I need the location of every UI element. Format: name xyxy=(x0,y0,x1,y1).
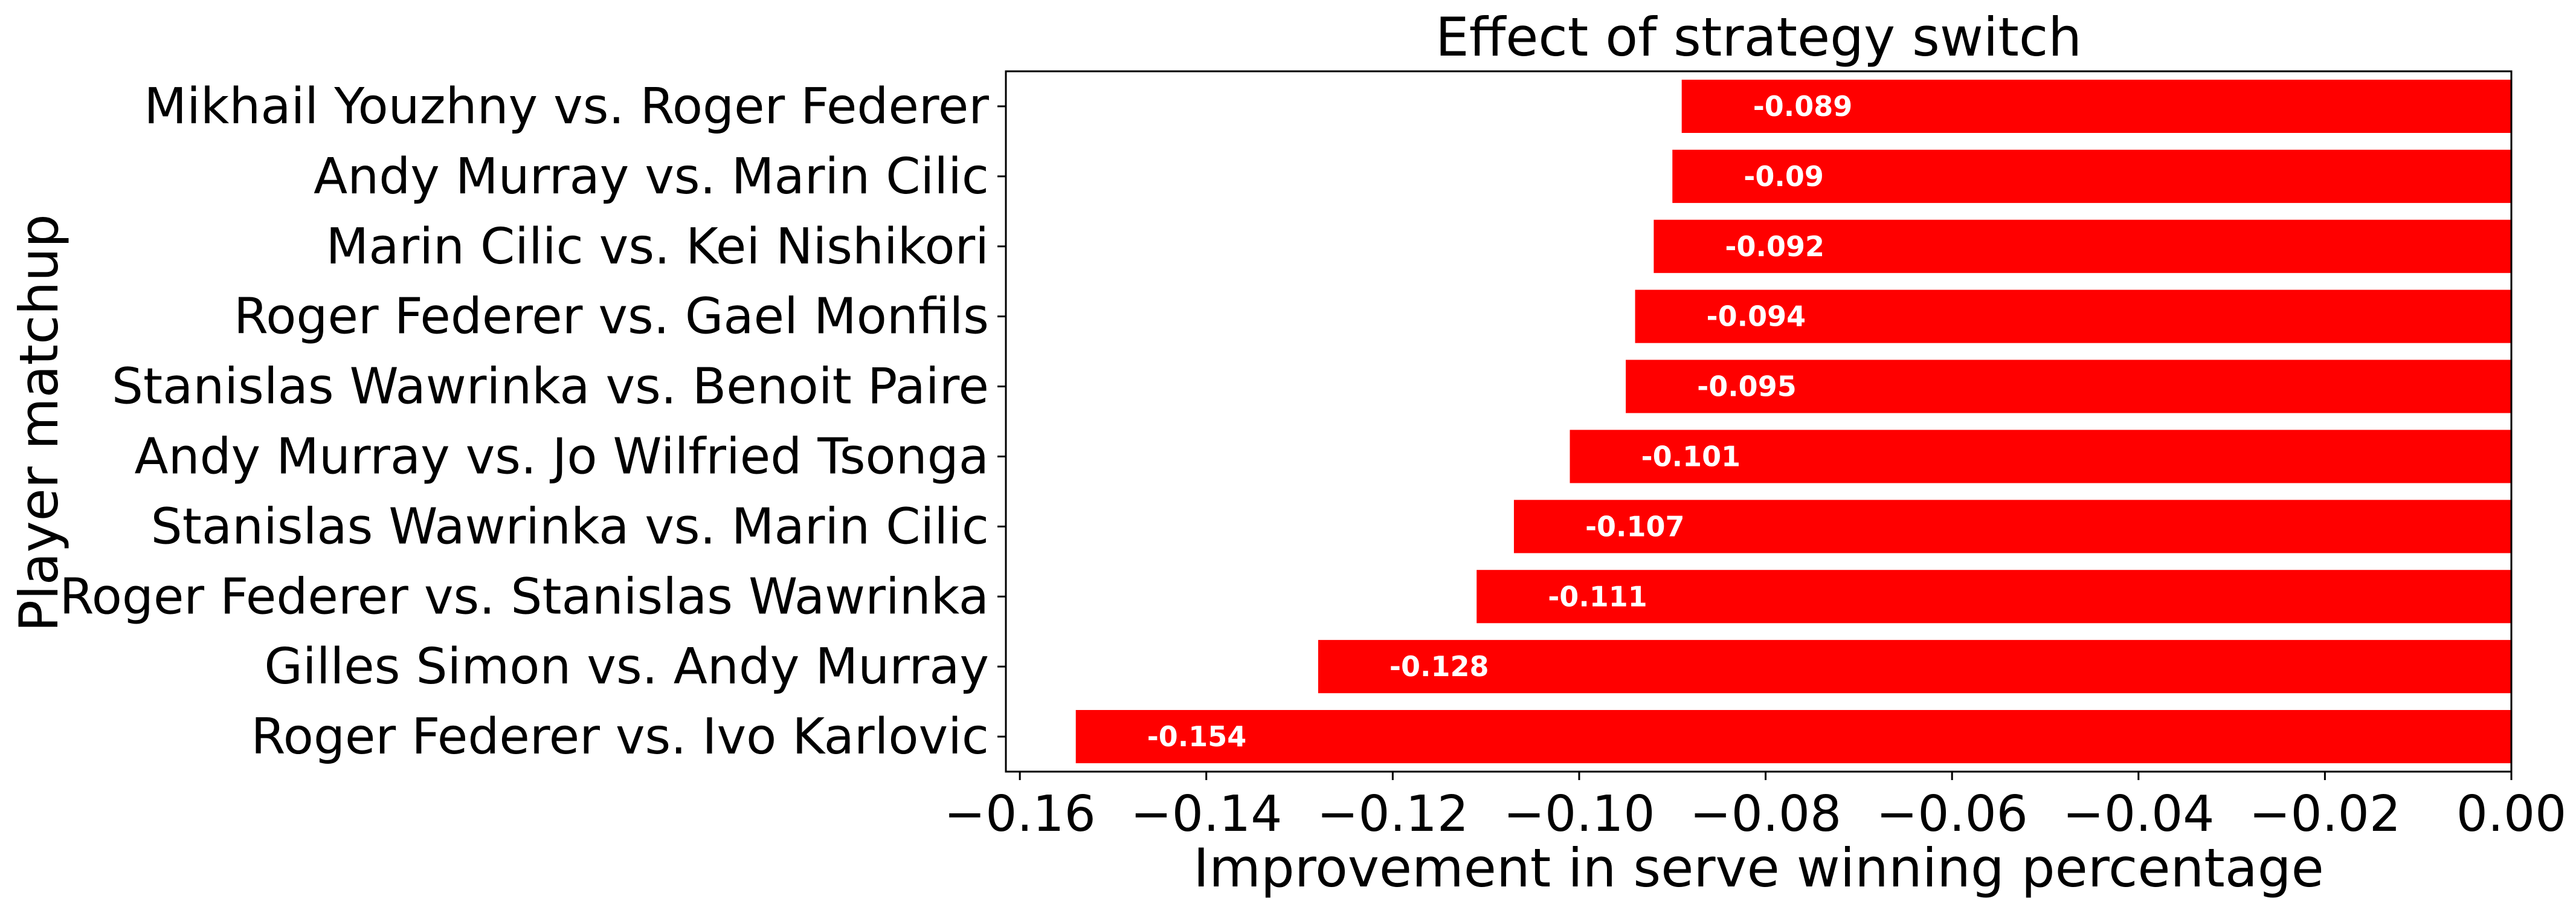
data-labels-group: -0.089 -0.09 -0.092 -0.094 -0.095 -0.101 -0.10… xyxy=(1147,90,1853,753)
y-axis-ticks: Mikhail Youzhny vs. Roger Federer Andy Mu… xyxy=(59,78,1006,766)
bar-value-label: -0.089 xyxy=(1753,90,1853,123)
bar-value-label: -0.095 xyxy=(1697,370,1797,403)
bars-group xyxy=(1075,79,2511,764)
bar-value-label: -0.101 xyxy=(1641,440,1741,473)
bar xyxy=(1318,640,2511,694)
bar-value-label: -0.094 xyxy=(1707,300,1806,333)
bar xyxy=(1513,500,2511,553)
y-tick-label: Andy Murray vs. Jo Wilfried Tsonga xyxy=(135,428,990,485)
x-tick-label: 0.00 xyxy=(2456,786,2567,843)
bar xyxy=(1075,710,2511,764)
x-tick-label: −0.14 xyxy=(1130,786,1282,843)
x-tick-label: −0.12 xyxy=(1317,786,1469,843)
y-tick-label: Roger Federer vs. Stanislas Wawrinka xyxy=(59,568,989,625)
bar xyxy=(1635,289,2511,343)
bar xyxy=(1681,79,2511,133)
plot-frame xyxy=(1005,70,2513,773)
chart-title: Effect of strategy switch xyxy=(1435,6,2082,68)
x-tick-label: −0.08 xyxy=(1690,786,1841,843)
y-tick-label: Andy Murray vs. Marin Cilic xyxy=(314,148,989,205)
x-tick-label: −0.06 xyxy=(1876,786,2028,843)
y-tick-label: Gilles Simon vs. Andy Murray xyxy=(264,638,989,695)
bar xyxy=(1653,219,2511,273)
bar xyxy=(1476,570,2511,624)
bar xyxy=(1570,430,2511,483)
x-tick-label: −0.16 xyxy=(944,786,1095,843)
bar-value-label: -0.092 xyxy=(1725,230,1824,263)
y-tick-label: Stanislas Wawrinka vs. Benoit Paire xyxy=(112,358,989,416)
x-tick-label: −0.04 xyxy=(2062,786,2214,843)
x-axis-label: Improvement in serve winning percentage xyxy=(1193,837,2324,899)
x-tick-label: −0.10 xyxy=(1503,786,1655,843)
y-tick-label: Mikhail Youzhny vs. Roger Federer xyxy=(144,78,989,135)
bar-value-label: -0.128 xyxy=(1389,650,1489,683)
x-axis-ticks: −0.16 −0.14 −0.12 −0.10 −0.08 −0.06 −0.04 −0.02… xyxy=(944,772,2566,843)
y-axis-label: Player matchup xyxy=(8,214,70,632)
y-tick-label: Marin Cilic vs. Kei Nishikori xyxy=(326,218,989,276)
y-tick-label: Stanislas Wawrinka vs. Marin Cilic xyxy=(151,498,989,555)
y-tick-label: Roger Federer vs. Ivo Karlovic xyxy=(251,708,989,766)
y-tick-label: Roger Federer vs. Gael Monfils xyxy=(234,288,989,346)
bar-value-label: -0.111 xyxy=(1548,580,1647,613)
bar-value-label: -0.09 xyxy=(1744,160,1824,193)
bar xyxy=(1672,149,2511,203)
bar xyxy=(1626,360,2511,413)
bar-value-label: -0.154 xyxy=(1147,720,1247,753)
x-tick-label: −0.02 xyxy=(2249,786,2401,843)
bar-value-label: -0.107 xyxy=(1585,510,1685,543)
